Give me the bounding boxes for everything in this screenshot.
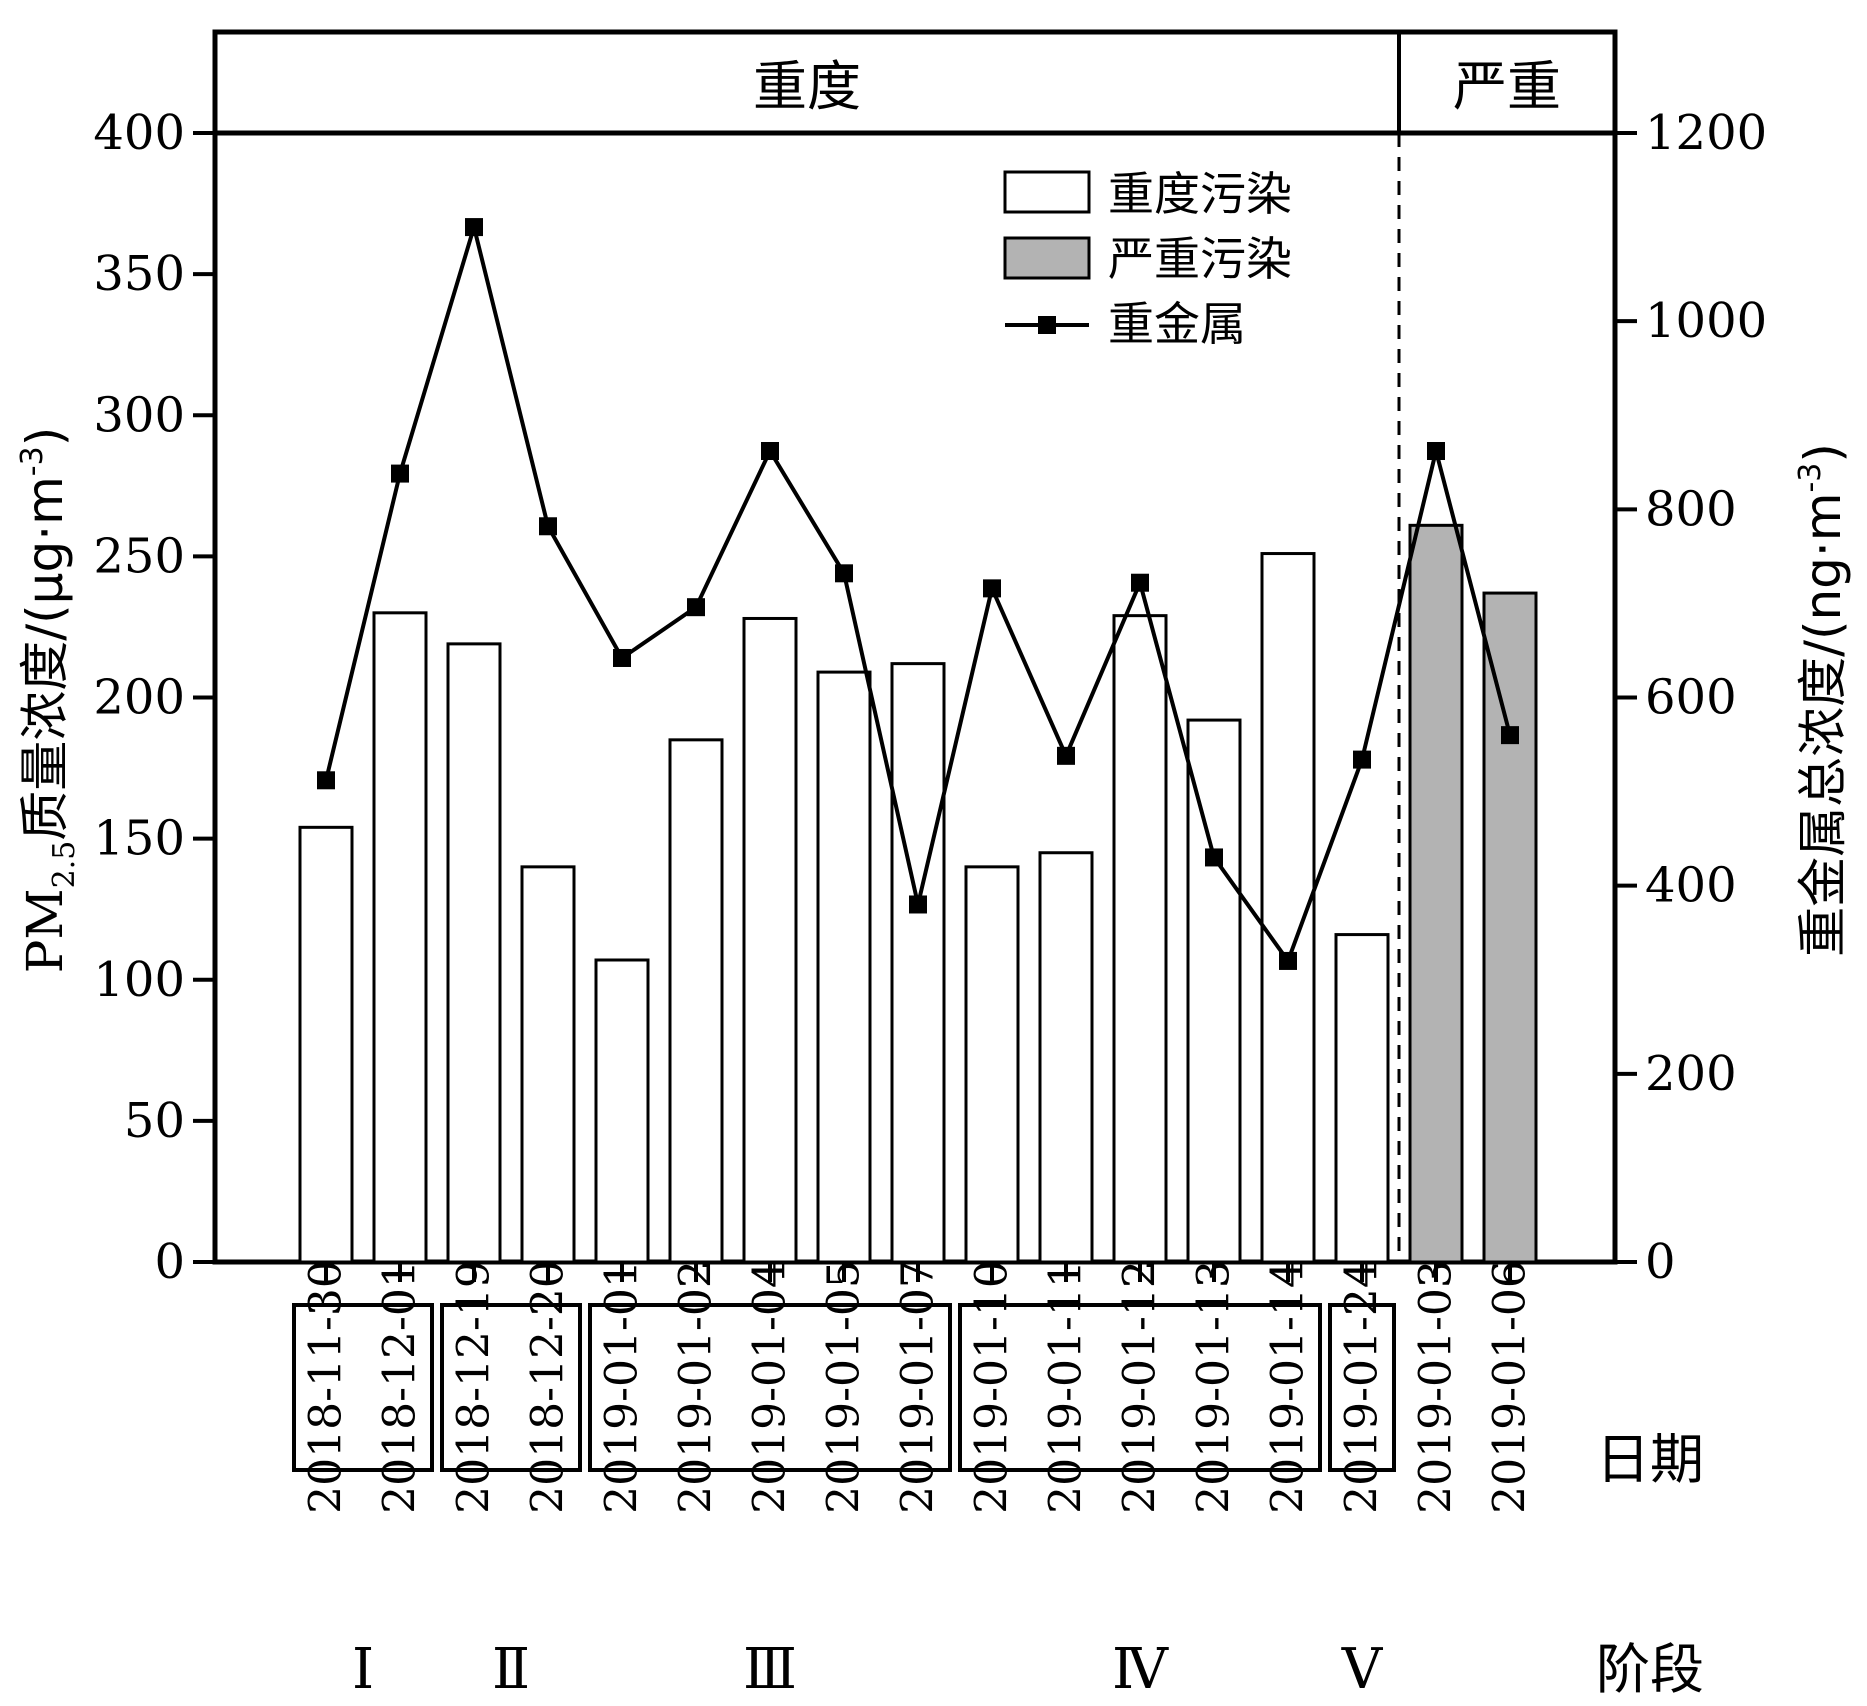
heavy-metal-point bbox=[1057, 746, 1075, 765]
legend-swatch-severe bbox=[1003, 236, 1091, 280]
line-layer bbox=[317, 218, 1519, 970]
heavy-metal-point bbox=[983, 579, 1001, 598]
heavy-metal-point bbox=[317, 771, 335, 790]
legend-label-heavy: 重度污染 bbox=[1108, 167, 1292, 221]
x-axis-label: 日期 bbox=[1596, 1428, 1704, 1491]
legend: 重度污染 严重污染 重金属 bbox=[1003, 167, 1292, 351]
heavy-metal-point bbox=[465, 218, 483, 237]
legend-marker-metal bbox=[1038, 316, 1056, 334]
x-tick-label: 2019-01-13 bbox=[1189, 1260, 1240, 1514]
y-right-tick-label: 1000 bbox=[1645, 293, 1767, 349]
axis-layer: 0 50 100 150 200 250 300 350 400 0 200 400 600 800 100… bbox=[93, 105, 1767, 1290]
bar-layer bbox=[298, 523, 1538, 1264]
stage-box bbox=[1328, 1303, 1396, 1472]
y-left-tick-label: 300 bbox=[93, 387, 185, 443]
y-right-tick-label: 1200 bbox=[1645, 105, 1767, 161]
bar bbox=[964, 865, 1020, 1264]
bar bbox=[372, 611, 428, 1264]
heavy-metal-point bbox=[1205, 848, 1223, 867]
bar bbox=[1260, 552, 1316, 1264]
y-left-tick-label: 0 bbox=[154, 1234, 185, 1290]
heavy-metal-point bbox=[1501, 726, 1519, 745]
heavy-metal-point bbox=[1427, 442, 1445, 461]
bar bbox=[446, 642, 502, 1264]
x-axis-layer: 2018-11-30 2018-12-01 2018-12-19 2018-12-20… bbox=[292, 1260, 1536, 1702]
bar bbox=[520, 865, 576, 1264]
y-left-tick-label: 200 bbox=[93, 670, 185, 726]
y-left-tick-label: 250 bbox=[93, 528, 185, 584]
stage-box bbox=[440, 1303, 582, 1472]
legend-label-severe: 严重污染 bbox=[1108, 232, 1292, 286]
x-tick-label: 2019-01-04 bbox=[745, 1260, 796, 1514]
bar bbox=[1408, 523, 1464, 1264]
y-right-tick-label: 800 bbox=[1645, 481, 1737, 537]
x-tick-label: 2018-11-30 bbox=[301, 1260, 352, 1514]
heavy-metal-point bbox=[761, 442, 779, 461]
x-tick-label: 2019-01-01 bbox=[597, 1260, 648, 1514]
stage-label: Ⅱ bbox=[492, 1637, 530, 1702]
bar bbox=[890, 662, 946, 1264]
legend-swatch-heavy bbox=[1003, 170, 1091, 214]
bar bbox=[742, 616, 798, 1264]
bar bbox=[668, 738, 724, 1264]
x-tick-label: 2019-01-07 bbox=[893, 1260, 944, 1514]
stage-label: Ⅳ bbox=[1112, 1637, 1169, 1702]
y-right-tick-label: 600 bbox=[1645, 670, 1737, 726]
heavy-metal-point bbox=[687, 598, 705, 617]
x-tick-label: 2019-01-03 bbox=[1411, 1260, 1462, 1514]
y-left-tick-label: 150 bbox=[93, 811, 185, 867]
heavy-metal-point bbox=[835, 564, 853, 583]
x-tick-label: 2018-12-20 bbox=[523, 1260, 574, 1514]
heavy-metal-point bbox=[1131, 573, 1149, 592]
legend-label-metal: 重金属 bbox=[1108, 297, 1246, 351]
header-bands: 重度 严重 bbox=[753, 32, 1561, 1262]
y-axis-left-label: PM2.5质量浓度/(μg·m-3) bbox=[15, 427, 82, 974]
stage-box bbox=[588, 1303, 952, 1472]
bar bbox=[1334, 933, 1390, 1264]
heavy-metal-point bbox=[539, 517, 557, 536]
bar bbox=[594, 958, 650, 1264]
x-tick-label: 2019-01-10 bbox=[967, 1260, 1018, 1514]
stage-box bbox=[292, 1303, 434, 1472]
bar bbox=[1186, 718, 1242, 1264]
heavy-metal-point bbox=[1279, 951, 1297, 970]
heavy-metal-point bbox=[909, 895, 927, 914]
x-tick-label: 2019-01-14 bbox=[1263, 1260, 1314, 1514]
x-tick-label: 2019-01-05 bbox=[819, 1260, 870, 1514]
y-left-tick-label: 350 bbox=[93, 246, 185, 302]
y-axis-right-label: 重金属总浓度/(ng·m-3) bbox=[1793, 443, 1852, 957]
stage-box bbox=[958, 1303, 1322, 1472]
x-tick-label: 2019-01-02 bbox=[671, 1260, 722, 1514]
stage-label: Ⅲ bbox=[743, 1637, 797, 1702]
bar bbox=[1482, 591, 1538, 1264]
y-left-tick-label: 100 bbox=[93, 952, 185, 1008]
x-tick-label: 2019-01-12 bbox=[1115, 1260, 1166, 1514]
heavy-metal-point bbox=[1353, 750, 1371, 769]
y-right-tick-label: 200 bbox=[1645, 1046, 1737, 1102]
y-right-tick-label: 400 bbox=[1645, 858, 1737, 914]
x-tick-label: 2019-01-11 bbox=[1041, 1260, 1092, 1514]
x-tick-label: 2018-12-01 bbox=[375, 1260, 426, 1514]
heavy-metal-point bbox=[391, 464, 409, 483]
y-right-tick-label: 0 bbox=[1645, 1234, 1676, 1290]
stage-label: Ⅰ bbox=[352, 1637, 374, 1702]
header-band-label: 严重 bbox=[1453, 55, 1561, 118]
stage-row-label: 阶段 bbox=[1596, 1638, 1704, 1701]
heavy-metal-point bbox=[613, 648, 631, 667]
y-left-tick-label: 400 bbox=[93, 105, 185, 161]
x-tick-label: 2019-01-06 bbox=[1485, 1260, 1536, 1514]
stage-label: Ⅴ bbox=[1341, 1637, 1384, 1702]
bar bbox=[298, 825, 354, 1264]
bar bbox=[816, 670, 872, 1264]
bar bbox=[1112, 614, 1168, 1264]
bar bbox=[1038, 851, 1094, 1264]
x-tick-label: 2018-12-19 bbox=[449, 1260, 500, 1514]
y-left-tick-label: 50 bbox=[124, 1093, 185, 1149]
header-band-label: 重度 bbox=[753, 55, 861, 118]
x-tick-label: 2019-01-24 bbox=[1337, 1260, 1388, 1514]
